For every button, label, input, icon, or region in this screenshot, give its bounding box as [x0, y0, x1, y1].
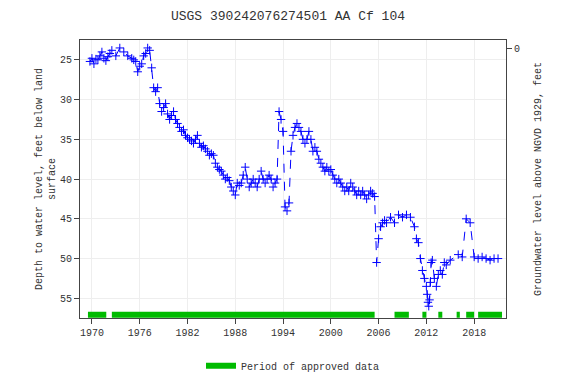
svg-text:Period of approved data: Period of approved data	[241, 362, 379, 373]
svg-text:USGS 390242076274501 AA Cf 104: USGS 390242076274501 AA Cf 104	[171, 9, 405, 24]
svg-text:55: 55	[60, 294, 72, 305]
svg-text:45: 45	[60, 214, 72, 225]
svg-text:25: 25	[60, 55, 72, 66]
svg-text:50: 50	[60, 254, 72, 265]
svg-text:1994: 1994	[271, 328, 295, 339]
svg-text:2000: 2000	[319, 328, 343, 339]
svg-text:2006: 2006	[367, 328, 391, 339]
svg-text:35: 35	[60, 135, 72, 146]
svg-text:0: 0	[514, 44, 520, 55]
svg-text:1976: 1976	[128, 328, 152, 339]
svg-text:Depth to water level, feet bel: Depth to water level, feet below landsur…	[34, 68, 58, 290]
svg-text:30: 30	[60, 95, 72, 106]
svg-text:Groundwater level above NGVD 1: Groundwater level above NGVD 1929, feet	[533, 62, 544, 296]
svg-text:2018: 2018	[462, 328, 486, 339]
svg-text:1982: 1982	[175, 328, 199, 339]
svg-text:1988: 1988	[223, 328, 247, 339]
svg-text:40: 40	[60, 175, 72, 186]
svg-text:1970: 1970	[80, 328, 104, 339]
svg-text:2012: 2012	[414, 328, 438, 339]
